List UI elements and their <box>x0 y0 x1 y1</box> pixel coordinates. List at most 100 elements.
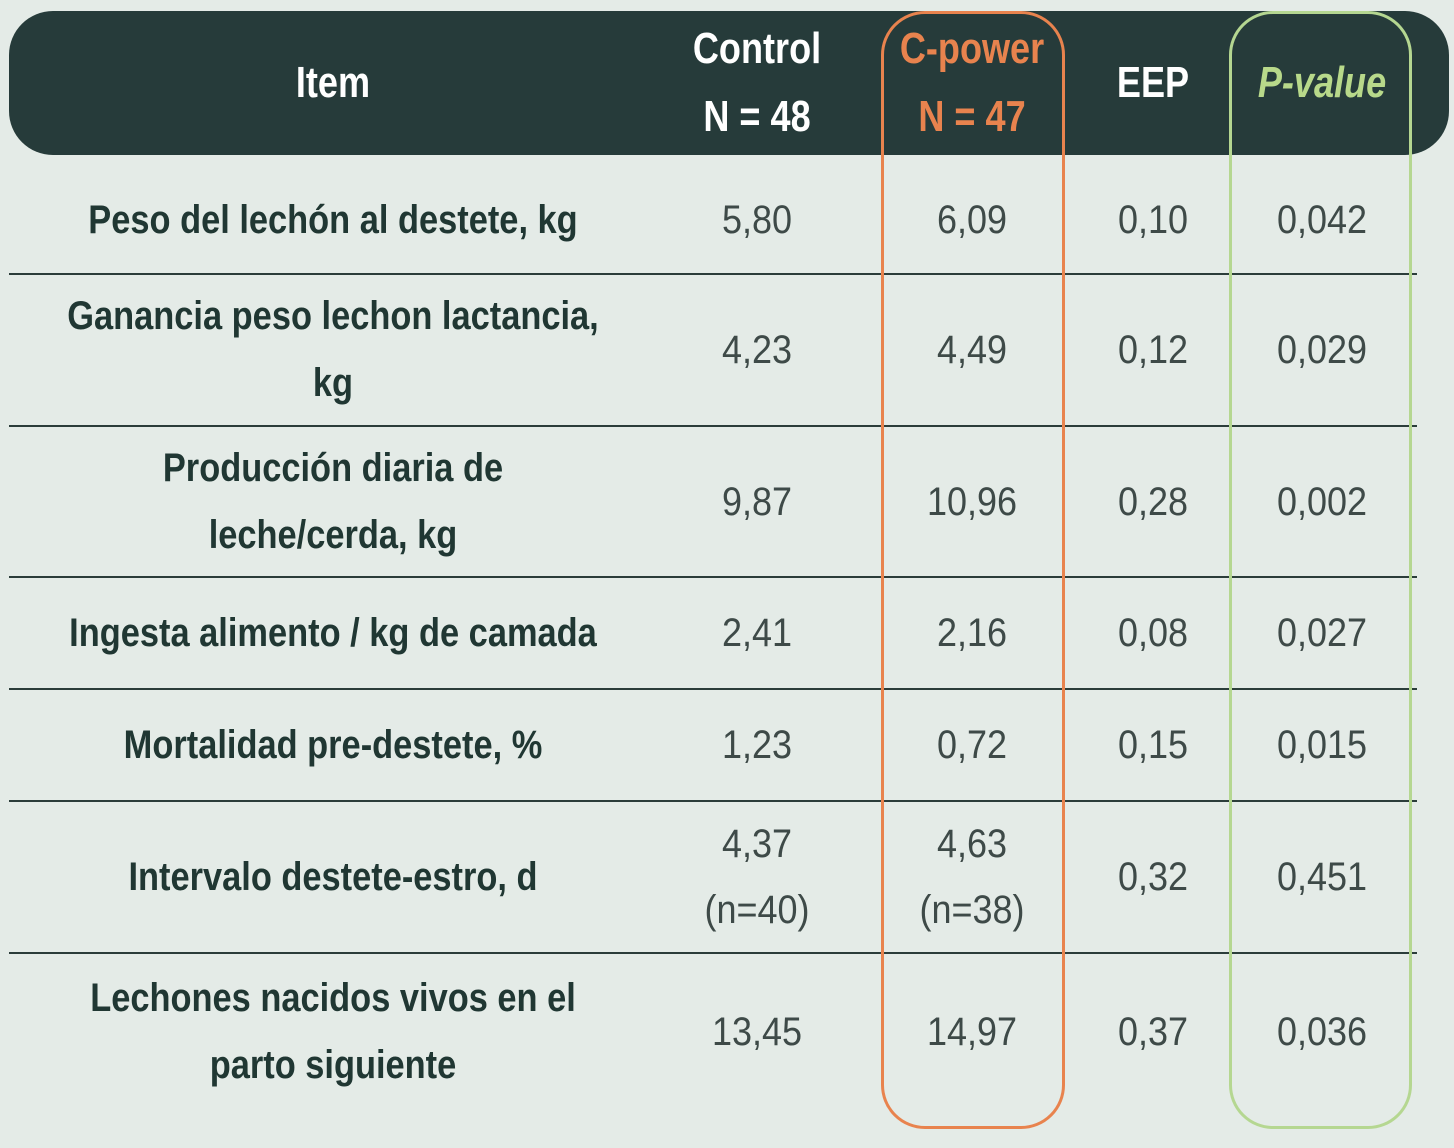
item-line: Peso del lechón al destete, kg <box>88 197 578 242</box>
row-divider <box>9 576 1417 578</box>
value-line: 0,15 <box>1117 723 1189 767</box>
value-line: 9,87 <box>721 480 793 524</box>
header-control-label: Control <box>692 24 822 73</box>
value-line: 0,042 <box>1276 198 1368 242</box>
value-line: 2,16 <box>936 611 1008 655</box>
row-item-label: Lechones nacidos vivos en el parto sigui… <box>54 954 611 1110</box>
value-line: 2,41 <box>721 611 793 655</box>
value-line: 4,37 <box>721 822 793 866</box>
eep-value: 0,28 <box>1071 427 1235 577</box>
item-line: Mortalidad pre-destete, % <box>123 722 543 767</box>
value-line: 0,10 <box>1117 198 1189 242</box>
table-row: Ganancia peso lechon lactancia, kg 4,23 … <box>9 275 1417 425</box>
pvalue-value: 0,451 <box>1241 802 1403 952</box>
pvalue-value: 0,002 <box>1241 427 1403 577</box>
value-line: 0,72 <box>936 723 1008 767</box>
value-line: 0,28 <box>1117 480 1189 524</box>
pvalue-value: 0,029 <box>1241 275 1403 425</box>
value-line: 1,23 <box>721 723 793 767</box>
table-row: Mortalidad pre-destete, % 1,23 0,72 0,15… <box>9 690 1417 800</box>
header-item: Item <box>67 11 598 155</box>
value-line: 0,37 <box>1117 1010 1189 1054</box>
cpower-value: 0,72 <box>891 690 1053 800</box>
pvalue-value: 0,027 <box>1241 578 1403 688</box>
table-row: Peso del lechón al destete, kg 5,80 6,09… <box>9 166 1417 274</box>
table-header-bar <box>9 11 1449 155</box>
value-line: 0,12 <box>1117 328 1189 372</box>
value-line: 4,23 <box>721 328 793 372</box>
row-item-label: Producción diaria de leche/cerda, kg <box>54 427 611 577</box>
item-line: leche/cerda, kg <box>208 513 458 557</box>
header-control: Control N = 48 <box>675 11 839 155</box>
cpower-value: 10,96 <box>891 427 1053 577</box>
cpower-value: 14,97 <box>891 954 1053 1110</box>
table-row: Intervalo destete-estro, d 4,37 (n=40) 4… <box>9 802 1417 952</box>
control-value: 5,80 <box>667 166 847 274</box>
table-row: Lechones nacidos vivos en el parto sigui… <box>9 954 1417 1110</box>
control-value: 4,23 <box>667 275 847 425</box>
pvalue-value: 0,015 <box>1241 690 1403 800</box>
value-line: 13,45 <box>711 1010 803 1054</box>
item-line: kg <box>312 361 354 405</box>
header-pvalue: P-value <box>1248 11 1396 155</box>
row-divider <box>9 688 1417 690</box>
pvalue-value: 0,036 <box>1241 954 1403 1110</box>
value-line: 5,80 <box>721 198 793 242</box>
value-line: 4,63 <box>936 822 1008 866</box>
value-line: 0,036 <box>1276 1010 1368 1054</box>
item-line: Lechones nacidos vivos en el <box>90 976 576 1020</box>
header-cpower-n: N = 47 <box>918 92 1026 141</box>
item-line: Ingesta alimento / kg de camada <box>69 610 597 655</box>
row-divider <box>9 273 1417 275</box>
table-row: Producción diaria de leche/cerda, kg 9,8… <box>9 427 1417 577</box>
header-eep: EEP <box>1078 11 1227 155</box>
row-item-label: Ganancia peso lechon lactancia, kg <box>54 275 611 425</box>
value-line: 0,451 <box>1276 855 1368 899</box>
eep-value: 0,10 <box>1071 166 1235 274</box>
value-line: 0,027 <box>1276 611 1368 655</box>
item-line: Producción diaria de <box>162 446 504 490</box>
value-line: 0,015 <box>1276 723 1368 767</box>
header-eep-label: EEP <box>1116 58 1190 107</box>
cpower-value: 6,09 <box>891 166 1053 274</box>
value-line: 0,002 <box>1276 480 1368 524</box>
header-pvalue-label: P-value <box>1257 58 1387 107</box>
value-line: 4,49 <box>936 328 1008 372</box>
eep-value: 0,08 <box>1071 578 1235 688</box>
item-line: parto siguiente <box>209 1043 457 1087</box>
control-value: 1,23 <box>667 690 847 800</box>
cpower-column-highlight <box>881 11 1065 1129</box>
control-value: 2,41 <box>667 578 847 688</box>
value-line: 0,029 <box>1276 328 1368 372</box>
control-value: 13,45 <box>667 954 847 1110</box>
cpower-value: 4,49 <box>891 275 1053 425</box>
row-item-label: Peso del lechón al destete, kg <box>54 166 611 274</box>
cpower-value: 2,16 <box>891 578 1053 688</box>
row-divider <box>9 425 1417 427</box>
pvalue-column-highlight <box>1229 11 1412 1129</box>
eep-value: 0,32 <box>1071 802 1235 952</box>
header-control-n: N = 48 <box>703 92 811 141</box>
eep-value: 0,12 <box>1071 275 1235 425</box>
row-item-label: Mortalidad pre-destete, % <box>54 690 611 800</box>
control-value: 9,87 <box>667 427 847 577</box>
value-line: 10,96 <box>926 480 1018 524</box>
row-divider <box>9 952 1417 954</box>
row-item-label: Intervalo destete-estro, d <box>54 802 611 952</box>
eep-value: 0,15 <box>1071 690 1235 800</box>
value-line: 14,97 <box>926 1010 1018 1054</box>
pvalue-value: 0,042 <box>1241 166 1403 274</box>
value-line: 0,32 <box>1117 855 1189 899</box>
table-row: Ingesta alimento / kg de camada 2,41 2,1… <box>9 578 1417 688</box>
item-line: Ganancia peso lechon lactancia, <box>67 294 599 338</box>
value-line: 6,09 <box>936 198 1008 242</box>
row-item-label: Ingesta alimento / kg de camada <box>54 578 611 688</box>
row-divider <box>9 800 1417 802</box>
sample-size: (n=38) <box>919 888 1025 932</box>
header-item-label: Item <box>295 58 371 107</box>
control-value: 4,37 (n=40) <box>667 802 847 952</box>
cpower-value: 4,63 (n=38) <box>891 802 1053 952</box>
sample-size: (n=40) <box>704 888 810 932</box>
item-line: Intervalo destete-estro, d <box>128 854 538 899</box>
eep-value: 0,37 <box>1071 954 1235 1110</box>
